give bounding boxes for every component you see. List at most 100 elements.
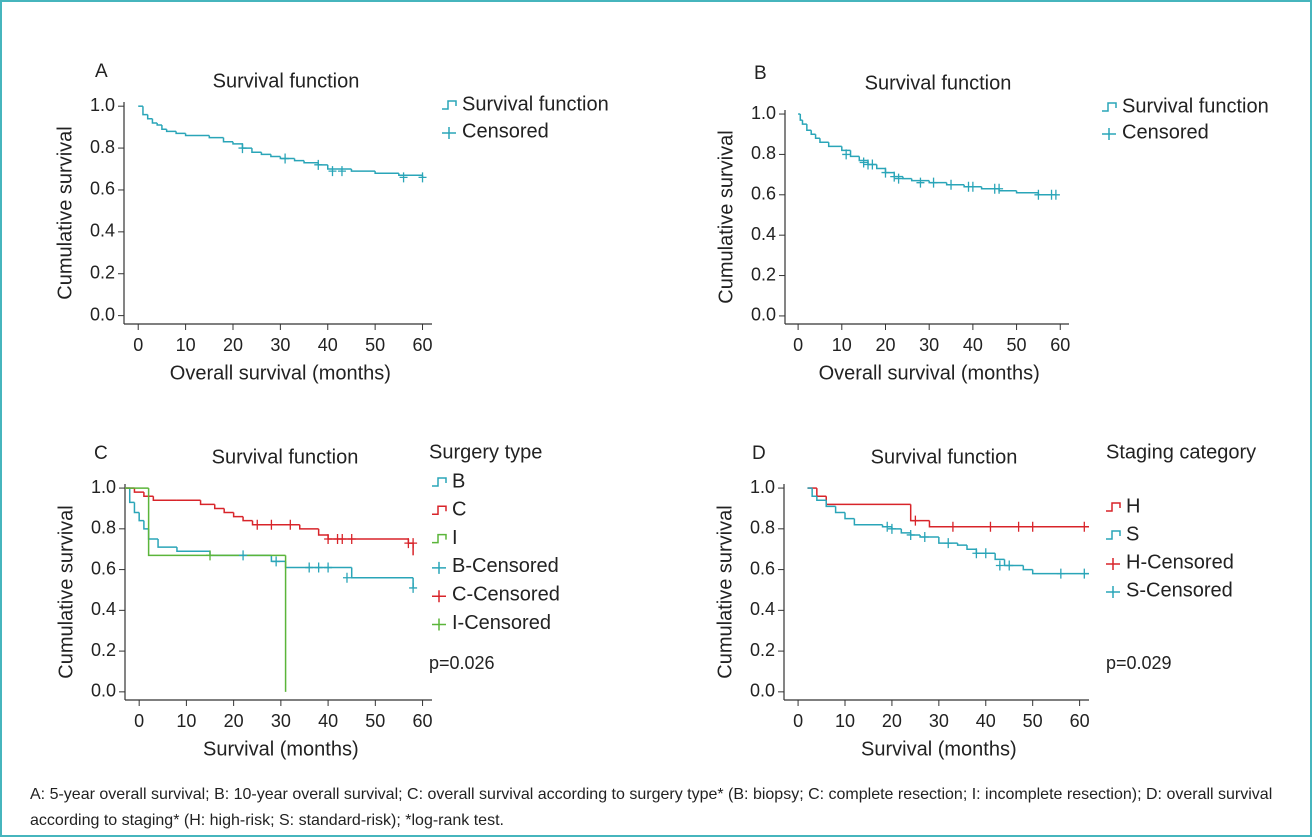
legend-glyph: [432, 477, 447, 487]
censored-mark: [995, 560, 1004, 571]
x-tick-label: 10: [176, 335, 196, 355]
legend-label: B: [452, 470, 465, 492]
censored-mark: [253, 519, 262, 530]
censored-mark: [890, 171, 899, 182]
survival-step: [147, 488, 286, 557]
survival-step: [910, 178, 930, 182]
survival-step: [142, 106, 148, 116]
x-tick-label: 50: [1007, 335, 1027, 355]
survival-step: [251, 148, 262, 154]
survival-step: [176, 547, 211, 552]
survival-step: [816, 496, 827, 502]
x-tick-label: 10: [176, 711, 196, 731]
censored-mark: [881, 167, 890, 178]
y-tick-label: 0.8: [91, 518, 116, 538]
censored-mark: [267, 519, 276, 530]
legend-title: Staging category: [1106, 441, 1256, 463]
survival-step: [232, 512, 244, 518]
survival-step: [138, 512, 144, 522]
y-tick-label: 0.8: [750, 518, 775, 538]
x-axis-label: Survival (months): [203, 738, 359, 760]
legend-label: S: [1126, 523, 1139, 545]
survival-step: [876, 164, 886, 170]
figure: 0.0 0.2 0.4 0.6 0.8 1.0 0 10 20 30 40 50 60 Overall s…: [54, 61, 1269, 760]
y-tick-label: 0.8: [90, 137, 115, 157]
survival-step: [157, 539, 177, 548]
survival-step: [133, 502, 140, 514]
legend-label: Survival function: [462, 93, 609, 115]
survival-step: [994, 553, 1005, 561]
survival-step: [1031, 569, 1089, 575]
y-tick-label: 1.0: [750, 477, 775, 497]
censored-mark: [894, 173, 903, 184]
censored-mark: [906, 529, 915, 540]
panel-label: D: [752, 443, 766, 464]
censored-mark: [281, 153, 290, 164]
x-tick-label: 20: [223, 335, 243, 355]
x-tick-label: 40: [976, 711, 996, 731]
censored-mark: [272, 556, 281, 567]
censored-mark: [968, 181, 977, 192]
censored-mark: [859, 157, 868, 168]
survival-step: [902, 176, 912, 180]
survival-step: [928, 180, 947, 184]
censored-mark: [911, 515, 920, 526]
survival-step: [810, 130, 816, 135]
x-tick-label: 20: [882, 711, 902, 731]
x-tick-label: 30: [270, 335, 290, 355]
censored-mark: [238, 143, 247, 154]
survival-step: [853, 518, 883, 526]
x-tick-label: 40: [318, 711, 338, 731]
survival-step: [222, 137, 233, 143]
survival-step: [841, 146, 851, 152]
censored-mark: [868, 159, 877, 170]
survival-step: [299, 524, 319, 530]
legend-glyph: [1106, 530, 1121, 540]
survival-step: [374, 171, 399, 174]
survival-step: [825, 496, 911, 506]
x-tick-label: 0: [134, 711, 144, 731]
x-axis-label: Overall survival (months): [819, 362, 1040, 384]
censored-mark: [399, 172, 408, 183]
legend-label: H: [1126, 495, 1140, 517]
x-tick-label: 50: [365, 711, 385, 731]
legend-glyph: [442, 100, 457, 110]
legend-glyph: [1106, 558, 1120, 570]
survival-step: [956, 543, 967, 546]
legend-glyph: [432, 505, 447, 516]
censored-mark: [1014, 521, 1023, 532]
survival-step: [208, 135, 224, 139]
censored-mark: [972, 548, 981, 559]
survival-step: [279, 156, 295, 160]
survival-step: [270, 154, 281, 158]
survival-step: [900, 528, 911, 534]
survival-step: [161, 125, 167, 130]
x-tick-label: 10: [832, 335, 852, 355]
x-axis-label: Survival (months): [861, 738, 1017, 760]
survival-step: [147, 528, 159, 540]
legend-glyph: [432, 561, 446, 574]
censored-mark: [995, 183, 1004, 194]
survival-step: [909, 504, 930, 522]
legend-label: Survival function: [1122, 95, 1269, 117]
survival-step: [152, 496, 177, 502]
censored-mark: [981, 548, 990, 559]
legend-label: I: [452, 527, 458, 549]
survival-step: [156, 122, 162, 126]
survival-step: [350, 169, 376, 172]
legend-label: C-Censored: [452, 583, 560, 605]
censored-mark: [342, 572, 351, 583]
survival-step: [849, 150, 860, 158]
x-tick-label: 40: [963, 335, 983, 355]
survival-step: [232, 141, 243, 145]
panel-label: C: [94, 443, 108, 464]
survival-step: [827, 142, 842, 148]
x-tick-label: 60: [413, 711, 433, 731]
survival-step: [223, 508, 234, 514]
censored-mark: [314, 562, 323, 573]
x-tick-label: 20: [224, 711, 244, 731]
legend-label: C: [452, 499, 466, 521]
survival-step: [844, 512, 855, 520]
censored-mark: [206, 550, 215, 561]
